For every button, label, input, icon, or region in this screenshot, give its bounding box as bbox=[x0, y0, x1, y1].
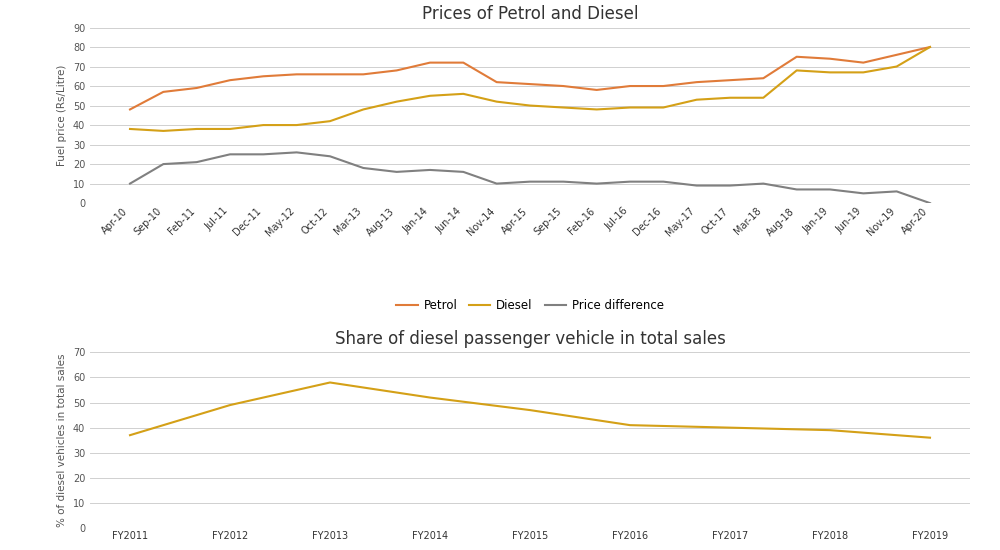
Petrol bbox=[157, 89, 169, 95]
Line: Diesel: Diesel bbox=[130, 47, 930, 131]
Diesel bbox=[857, 69, 869, 76]
Diesel bbox=[691, 96, 703, 103]
Title: Prices of Petrol and Diesel: Prices of Petrol and Diesel bbox=[422, 5, 638, 23]
Diesel bbox=[557, 104, 569, 111]
Petrol bbox=[791, 53, 803, 60]
Price difference bbox=[224, 151, 236, 158]
Petrol bbox=[857, 59, 869, 66]
Diesel bbox=[824, 69, 836, 76]
Price difference bbox=[891, 188, 903, 195]
Petrol bbox=[757, 75, 769, 81]
Price difference bbox=[691, 182, 703, 189]
Price difference bbox=[724, 182, 736, 189]
Diesel bbox=[224, 125, 236, 132]
Petrol bbox=[124, 106, 136, 113]
Petrol bbox=[524, 81, 536, 87]
Price difference bbox=[191, 159, 203, 166]
Price difference bbox=[557, 178, 569, 185]
Petrol bbox=[491, 79, 503, 85]
Diesel bbox=[491, 98, 503, 105]
Price difference bbox=[591, 180, 603, 187]
Price difference bbox=[857, 190, 869, 197]
Petrol bbox=[691, 79, 703, 85]
Y-axis label: % of diesel vehicles in total sales: % of diesel vehicles in total sales bbox=[57, 354, 67, 527]
Petrol bbox=[557, 82, 569, 89]
Diesel bbox=[591, 106, 603, 113]
Petrol bbox=[424, 59, 436, 66]
Diesel bbox=[357, 106, 369, 113]
Legend: Petrol, Diesel, Price difference: Petrol, Diesel, Price difference bbox=[392, 295, 668, 317]
Petrol bbox=[257, 73, 269, 80]
Diesel bbox=[724, 95, 736, 101]
Petrol bbox=[457, 59, 469, 66]
Price difference bbox=[291, 149, 303, 156]
Petrol bbox=[657, 82, 669, 89]
Diesel bbox=[391, 98, 403, 105]
Price difference bbox=[324, 153, 336, 159]
Price difference bbox=[624, 178, 636, 185]
Diesel bbox=[424, 92, 436, 99]
Petrol bbox=[391, 67, 403, 74]
Diesel bbox=[257, 122, 269, 128]
Diesel bbox=[191, 125, 203, 132]
Diesel bbox=[124, 125, 136, 132]
Price difference bbox=[924, 200, 936, 206]
Diesel bbox=[924, 43, 936, 50]
Petrol bbox=[724, 77, 736, 84]
Line: Price difference: Price difference bbox=[130, 152, 930, 203]
Petrol bbox=[191, 85, 203, 91]
Petrol bbox=[357, 71, 369, 78]
Diesel bbox=[624, 104, 636, 111]
Price difference bbox=[157, 161, 169, 167]
Diesel bbox=[157, 128, 169, 134]
Petrol bbox=[891, 52, 903, 58]
Price difference bbox=[457, 169, 469, 175]
Price difference bbox=[391, 169, 403, 175]
Petrol bbox=[924, 43, 936, 50]
Petrol bbox=[324, 71, 336, 78]
Title: Share of diesel passenger vehicle in total sales: Share of diesel passenger vehicle in tot… bbox=[335, 330, 725, 348]
Price difference bbox=[424, 167, 436, 173]
Price difference bbox=[657, 178, 669, 185]
Diesel bbox=[891, 63, 903, 70]
Petrol bbox=[291, 71, 303, 78]
Price difference bbox=[824, 186, 836, 192]
Price difference bbox=[257, 151, 269, 158]
Diesel bbox=[291, 122, 303, 128]
Price difference bbox=[524, 178, 536, 185]
Petrol bbox=[824, 56, 836, 62]
Price difference bbox=[791, 186, 803, 192]
Petrol bbox=[624, 82, 636, 89]
Price difference bbox=[757, 180, 769, 187]
Petrol bbox=[591, 87, 603, 94]
Diesel bbox=[457, 91, 469, 97]
Petrol bbox=[224, 77, 236, 84]
Diesel bbox=[657, 104, 669, 111]
Price difference bbox=[357, 164, 369, 171]
Diesel bbox=[324, 118, 336, 124]
Diesel bbox=[524, 102, 536, 109]
Diesel bbox=[791, 67, 803, 74]
Y-axis label: Fuel price (Rs/Litre): Fuel price (Rs/Litre) bbox=[57, 64, 67, 166]
Price difference bbox=[491, 180, 503, 187]
Line: Petrol: Petrol bbox=[130, 47, 930, 109]
Price difference bbox=[124, 180, 136, 187]
Diesel bbox=[757, 95, 769, 101]
